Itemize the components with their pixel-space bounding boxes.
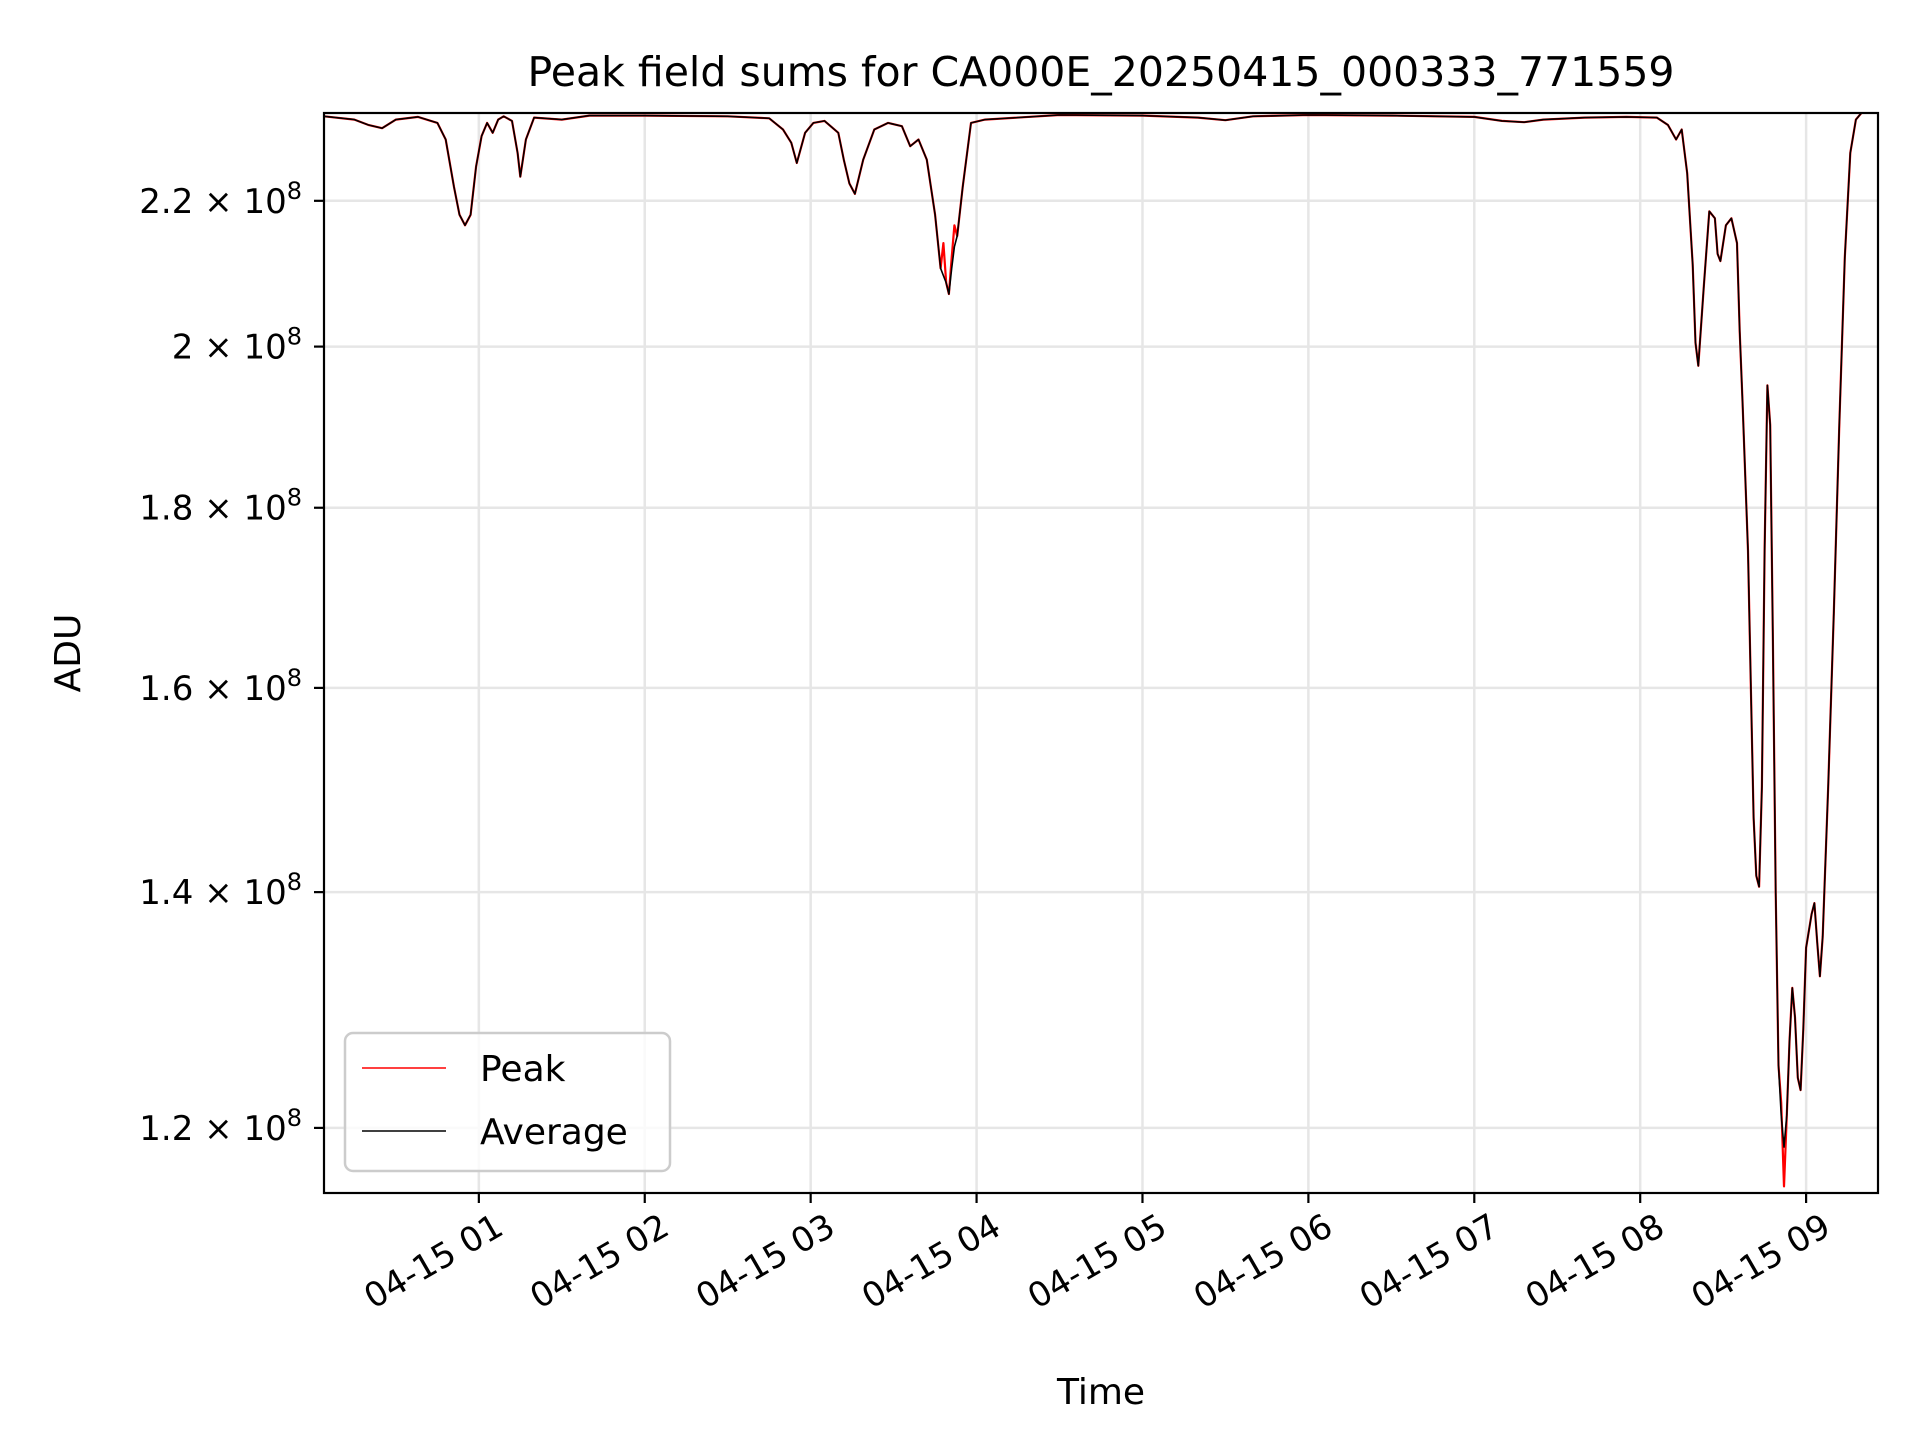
y-tick-label: 1.2 × 108 bbox=[139, 1104, 302, 1149]
legend-label-average: Average bbox=[480, 1112, 628, 1153]
y-tick-label: 1.8 × 108 bbox=[139, 484, 302, 529]
plot-frame bbox=[322, 111, 1880, 1195]
series-line-average bbox=[324, 113, 1863, 1148]
axis-ticks bbox=[314, 199, 1808, 1203]
y-tick-label: 2.2 × 108 bbox=[139, 177, 302, 222]
y-tick-label: 1.6 × 108 bbox=[139, 664, 302, 709]
y-tick-labels: 1.2 × 108 1.4 × 108 1.6 × 108 1.8 × 108 2 × … bbox=[139, 177, 302, 1149]
y-tick-label: 2 × 108 bbox=[172, 323, 302, 368]
legend: Peak Average bbox=[343, 1031, 672, 1173]
y-axis-label: ADU bbox=[48, 614, 89, 693]
chart-title: Peak field sums for CA000E_20250415_0003… bbox=[527, 48, 1674, 96]
grid bbox=[324, 113, 1878, 1193]
x-axis-label: Time bbox=[1056, 1372, 1145, 1413]
series-lines bbox=[324, 113, 1863, 1188]
legend-label-peak: Peak bbox=[480, 1049, 566, 1090]
y-tick-label: 1.4 × 108 bbox=[139, 868, 302, 913]
